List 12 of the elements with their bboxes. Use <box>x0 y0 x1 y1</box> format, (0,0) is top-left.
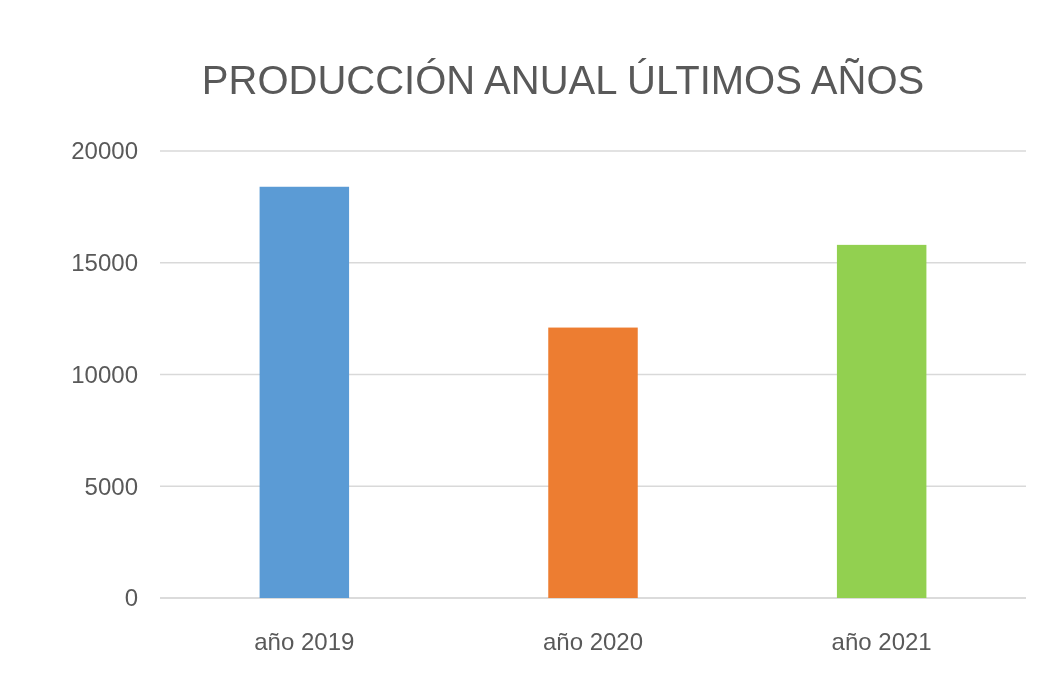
y-tick-label: 15000 <box>71 249 138 277</box>
x-tick-label: año 2019 <box>254 628 355 655</box>
y-tick-label: 5000 <box>84 472 138 500</box>
y-tick-label: 20000 <box>71 137 138 165</box>
y-tick-label: 10000 <box>71 360 138 388</box>
bar <box>259 186 350 598</box>
x-tick-label: año 2021 <box>831 628 932 655</box>
x-tick-label: año 2020 <box>542 628 644 655</box>
bar <box>548 327 638 598</box>
chart-title: PRODUCCIÓN ANUAL ÚLTIMOS AÑOS <box>201 58 925 102</box>
y-tick-label: 0 <box>124 584 138 612</box>
bar <box>836 244 927 598</box>
